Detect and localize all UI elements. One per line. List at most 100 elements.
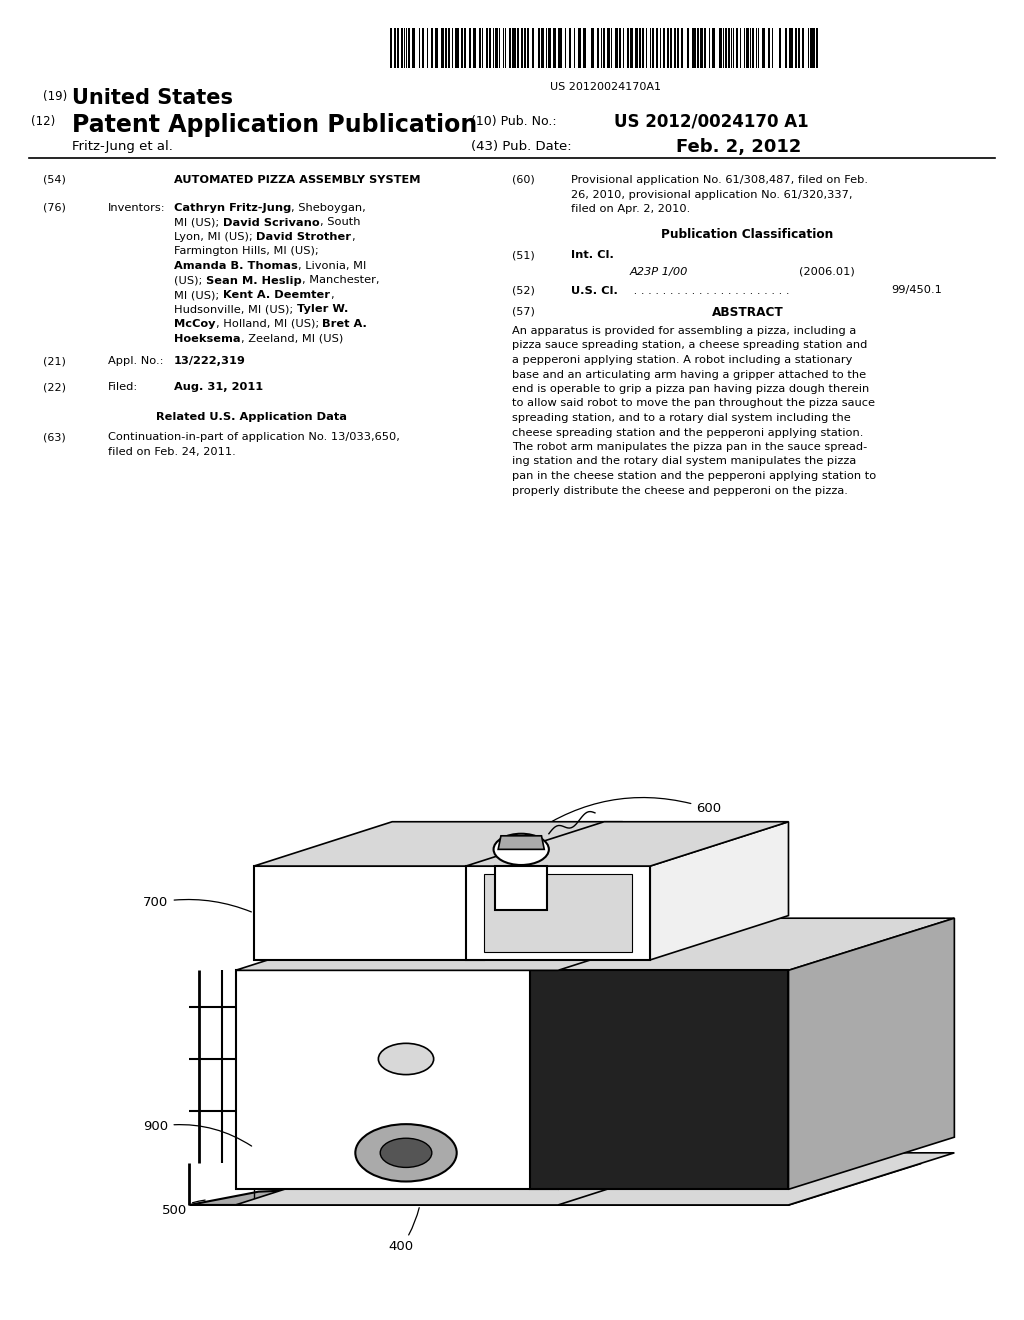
Text: (54): (54) <box>43 176 66 185</box>
Bar <box>538 28 540 69</box>
Bar <box>565 28 566 69</box>
Bar <box>401 28 403 69</box>
Bar <box>527 28 529 69</box>
Bar <box>499 28 500 69</box>
Text: US 20120024170A1: US 20120024170A1 <box>550 82 660 92</box>
Bar <box>687 28 689 69</box>
Polygon shape <box>466 822 788 866</box>
Bar <box>406 28 407 69</box>
Bar <box>444 28 446 69</box>
Text: (US);: (US); <box>174 276 206 285</box>
Text: David Scrivano: David Scrivano <box>223 218 319 227</box>
Bar <box>743 28 744 69</box>
Bar <box>627 28 629 69</box>
Text: AUTOMATED PIZZA ASSEMBLY SYSTEM: AUTOMATED PIZZA ASSEMBLY SYSTEM <box>174 176 421 185</box>
Bar <box>720 28 722 69</box>
Bar <box>558 28 560 69</box>
Text: Hoeksema: Hoeksema <box>174 334 241 343</box>
Polygon shape <box>530 919 696 1205</box>
Bar <box>664 28 665 69</box>
Bar <box>473 28 476 69</box>
Polygon shape <box>236 1160 696 1205</box>
Text: Publication Classification: Publication Classification <box>662 228 834 242</box>
Bar <box>808 28 809 69</box>
Text: (12): (12) <box>31 115 55 128</box>
Text: ABSTRACT: ABSTRACT <box>712 306 783 319</box>
Bar <box>795 28 797 69</box>
Bar <box>509 28 511 69</box>
Polygon shape <box>788 919 954 1189</box>
Bar <box>432 28 433 69</box>
Bar <box>397 28 399 69</box>
Bar <box>602 28 605 69</box>
Bar <box>546 28 547 69</box>
Text: a pepperoni applying station. A robot including a stationary: a pepperoni applying station. A robot in… <box>512 355 852 366</box>
Bar <box>681 28 683 69</box>
Bar <box>671 28 673 69</box>
Bar <box>521 28 523 69</box>
Text: ing station and the rotary dial system manipulates the pizza: ing station and the rotary dial system m… <box>512 457 856 466</box>
Text: An apparatus is provided for assembling a pizza, including a: An apparatus is provided for assembling … <box>512 326 856 337</box>
Bar <box>549 28 551 69</box>
Bar <box>574 28 575 69</box>
Bar <box>449 28 450 69</box>
Text: ,: , <box>351 232 355 242</box>
Circle shape <box>378 1043 434 1074</box>
Bar <box>541 28 544 69</box>
Bar <box>419 28 420 69</box>
Circle shape <box>380 1138 432 1167</box>
Bar <box>785 28 787 69</box>
Bar <box>674 28 676 69</box>
Text: 500: 500 <box>162 1200 205 1217</box>
Bar <box>646 28 647 69</box>
Text: 100: 100 <box>862 1052 919 1101</box>
Bar <box>728 28 730 69</box>
Text: (2006.01): (2006.01) <box>799 267 854 277</box>
Text: 700: 700 <box>143 896 251 912</box>
Polygon shape <box>484 822 623 960</box>
Bar <box>610 28 612 69</box>
Text: Filed:: Filed: <box>108 381 138 392</box>
Text: Hudsonville, MI (US);: Hudsonville, MI (US); <box>174 305 297 314</box>
Polygon shape <box>496 866 547 911</box>
Bar <box>513 28 516 69</box>
Circle shape <box>355 1125 457 1181</box>
Bar <box>651 28 654 69</box>
Bar <box>637 28 638 69</box>
Text: US 2012/0024170 A1: US 2012/0024170 A1 <box>614 114 809 131</box>
Bar <box>772 28 773 69</box>
Text: Amanda B. Thomas: Amanda B. Thomas <box>174 261 298 271</box>
Text: , Zeeland, MI (US): , Zeeland, MI (US) <box>241 334 343 343</box>
Text: to allow said robot to move the pan throughout the pizza sauce: to allow said robot to move the pan thro… <box>512 399 874 408</box>
Bar <box>560 28 561 69</box>
Bar <box>802 28 804 69</box>
Text: Related U.S. Application Data: Related U.S. Application Data <box>157 412 347 422</box>
Bar <box>703 28 706 69</box>
Text: Bret A.: Bret A. <box>323 319 368 329</box>
Polygon shape <box>530 919 954 970</box>
Bar <box>639 28 641 69</box>
Text: McCoy: McCoy <box>174 319 216 329</box>
Text: (10) Pub. No.:: (10) Pub. No.: <box>471 115 557 128</box>
Text: Farmington Hills, MI (US);: Farmington Hills, MI (US); <box>174 247 318 256</box>
Bar <box>618 28 621 69</box>
Bar <box>736 28 738 69</box>
Bar <box>642 28 643 69</box>
Text: (57): (57) <box>512 306 535 315</box>
Bar <box>697 28 698 69</box>
Text: properly distribute the cheese and pepperoni on the pizza.: properly distribute the cheese and peppe… <box>512 486 848 495</box>
Bar <box>609 28 610 69</box>
Polygon shape <box>530 970 788 1189</box>
Text: Appl. No.:: Appl. No.: <box>108 356 163 366</box>
Bar <box>649 28 650 69</box>
Text: 13/222,319: 13/222,319 <box>174 356 246 366</box>
Text: 52: 52 <box>580 891 695 912</box>
Bar <box>591 28 594 69</box>
Text: , Sheboygan,: , Sheboygan, <box>292 203 367 213</box>
Text: United States: United States <box>72 88 232 108</box>
Text: , Manchester,: , Manchester, <box>302 276 379 285</box>
Bar <box>553 28 556 69</box>
Text: 99/450.1: 99/450.1 <box>891 285 942 296</box>
Bar <box>410 28 411 69</box>
Text: (76): (76) <box>43 203 66 213</box>
